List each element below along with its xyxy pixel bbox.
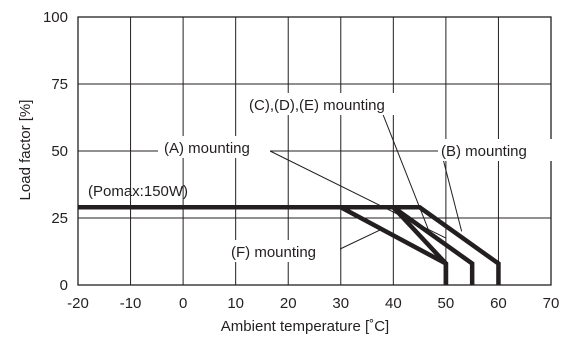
x-tick-label: 50 <box>438 295 455 312</box>
x-tick-label: 30 <box>332 295 349 312</box>
a-mounting-label: (A) mounting <box>164 140 250 157</box>
y-axis-title: Load factor [%] <box>17 100 34 201</box>
leader-f-mounting <box>337 228 384 251</box>
x-tick-label: 60 <box>490 295 507 312</box>
leader-a-mounting <box>267 149 447 239</box>
x-tick-label: 70 <box>543 295 560 312</box>
x-tick-label: -10 <box>120 295 142 312</box>
series-layer <box>78 205 501 285</box>
b-label-bg <box>438 139 553 161</box>
cde-mounting-label: (C),(D),(E) mounting <box>249 97 385 114</box>
x-tick-label: 0 <box>179 295 187 312</box>
pomax-label: (Pomax:150W) <box>88 183 188 200</box>
f-label-bg <box>228 240 340 262</box>
y-tick-label: 75 <box>51 76 68 93</box>
x-tick-label: -20 <box>67 295 89 312</box>
x-tick-label: 20 <box>280 295 297 312</box>
x-tick-label: 40 <box>385 295 402 312</box>
cde-label-bg <box>245 93 423 115</box>
y-tick-label: 25 <box>51 210 68 227</box>
y-tick-label: 50 <box>51 143 68 160</box>
a-label-bg <box>158 136 270 158</box>
leader-b-mounting <box>440 150 463 232</box>
tick-layer: -20 -10 0 10 20 30 40 50 60 70 0 25 50 75 100 <box>43 9 559 312</box>
y-tick-label: 0 <box>60 277 68 294</box>
leader-layer <box>267 111 463 251</box>
x-axis-title: Ambient temperature [˚C] <box>221 318 389 335</box>
b-mounting-label: (B) mounting <box>441 143 527 160</box>
leader-cde-mounting <box>381 111 431 235</box>
y-tick-label: 100 <box>43 9 68 26</box>
x-tick-label: 10 <box>227 295 244 312</box>
f-mounting-label: (F) mounting <box>231 244 316 261</box>
series-line-f-mounting <box>78 205 449 285</box>
